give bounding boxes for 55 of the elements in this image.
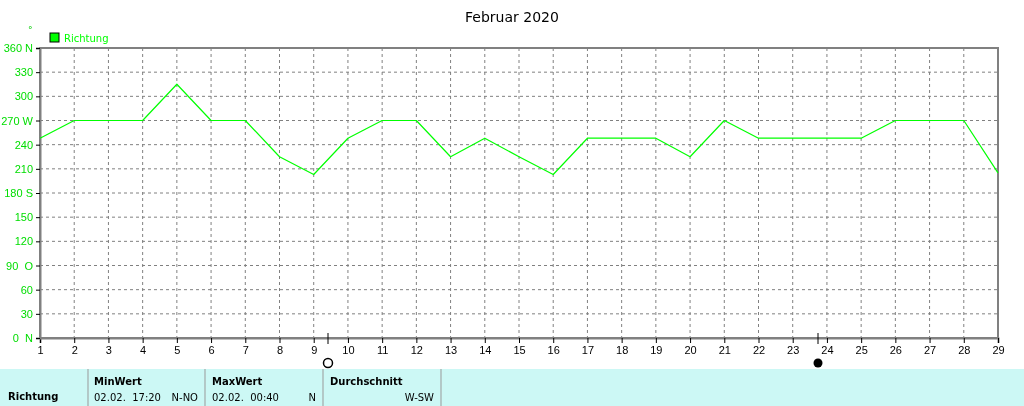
x-tick-label: 25 bbox=[855, 343, 868, 356]
y-tick-label: 240 bbox=[14, 138, 33, 151]
chart-title: Februar 2020 bbox=[465, 9, 559, 25]
x-tick-label: 6 bbox=[208, 343, 215, 356]
text: MaxWert bbox=[212, 376, 263, 387]
text: MinWert bbox=[94, 376, 142, 387]
legend-label: Richtung bbox=[64, 33, 109, 44]
x-tick-label: 13 bbox=[444, 343, 458, 356]
y-tick-label: 0 N bbox=[12, 332, 34, 345]
y-tick-label: 210 bbox=[14, 162, 33, 175]
text: W-SW bbox=[404, 392, 435, 403]
y-tick-label: 330 bbox=[14, 66, 33, 79]
x-tick-label: 20 bbox=[684, 343, 697, 356]
y-tick-label: 300 bbox=[14, 90, 33, 103]
y-tick-label: 180 S bbox=[4, 187, 33, 200]
x-tick-label: 17 bbox=[581, 343, 595, 356]
y-tick-label: 270 W bbox=[1, 114, 34, 127]
x-tick-label: 12 bbox=[410, 343, 423, 356]
line-series bbox=[39, 83, 999, 176]
y-tick-label: 60 bbox=[20, 283, 33, 296]
text: N bbox=[308, 392, 316, 403]
x-tick-label: 4 bbox=[140, 343, 147, 356]
text: Richtung bbox=[8, 391, 59, 402]
text: 02.02. 17:20 bbox=[94, 392, 161, 403]
text: N-NO bbox=[171, 392, 199, 403]
y-tick-label: 360 N bbox=[3, 42, 34, 55]
x-tick-label: 27 bbox=[923, 343, 937, 356]
y-tick-label: 90 O bbox=[6, 259, 34, 272]
x-tick-label: 15 bbox=[513, 343, 526, 356]
x-tick-label: 8 bbox=[276, 343, 284, 356]
x-tick-label: 23 bbox=[787, 343, 800, 356]
x-tick-label: 5 bbox=[174, 343, 181, 356]
y-tick-label: 120 bbox=[14, 235, 33, 248]
x-tick-label: 29 bbox=[992, 343, 1005, 356]
x-tick-label: 9 bbox=[311, 343, 318, 356]
x-tick-label: 18 bbox=[616, 343, 629, 356]
x-tick-label: 24 bbox=[821, 343, 834, 356]
x-tick-label: 22 bbox=[752, 343, 766, 356]
x-tick-label: 2 bbox=[71, 343, 78, 356]
x-tick-label: 3 bbox=[105, 343, 112, 356]
x-tick-label: 11 bbox=[376, 343, 389, 356]
text: 02.02. 00:40 bbox=[212, 392, 279, 403]
x-tick-label: 10 bbox=[342, 343, 355, 356]
x-tick-label: 21 bbox=[718, 343, 731, 356]
y-axis-title: ° bbox=[28, 25, 33, 35]
y-tick-label: 30 bbox=[20, 307, 33, 320]
x-tick-label: 14 bbox=[479, 343, 492, 356]
y-tick-label: 150 bbox=[14, 211, 33, 224]
x-tick-label: 26 bbox=[889, 343, 902, 356]
x-tick-label: 19 bbox=[650, 343, 663, 356]
x-tick-label: 1 bbox=[37, 343, 44, 356]
x-tick-label: 16 bbox=[547, 343, 560, 356]
text: Durchschnitt bbox=[330, 376, 403, 387]
x-tick-label: 28 bbox=[958, 343, 971, 356]
x-tick-label: 7 bbox=[242, 343, 249, 356]
